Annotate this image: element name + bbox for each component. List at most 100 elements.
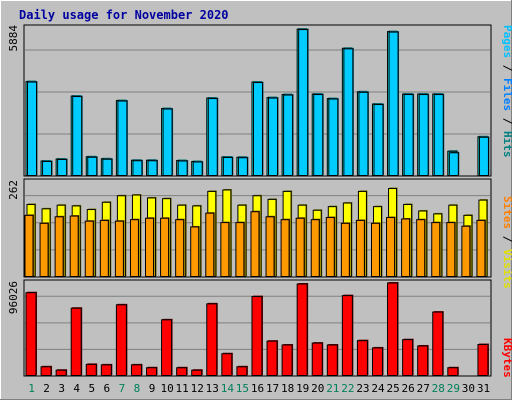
bar-sites-day-30 [461, 225, 471, 278]
legend-files: Files [501, 78, 512, 111]
bar-kbytes-day-8 [130, 364, 142, 377]
bar-sites-day-10 [160, 217, 170, 277]
x-tick-label: 25 [386, 382, 399, 395]
bar-files-day-20 [313, 94, 324, 176]
bar-kbytes-day-18 [281, 344, 293, 376]
x-tick-label: 6 [104, 382, 111, 395]
bar-kbytes-day-9 [146, 367, 158, 376]
x-tick-label: 3 [58, 382, 65, 395]
bar-kbytes-day-29 [447, 367, 459, 376]
x-tick-label: 22 [341, 382, 354, 395]
x-tick-label: 23 [356, 382, 369, 395]
bar-sites-day-24 [370, 222, 380, 277]
x-tick-label: 10 [160, 382, 173, 395]
x-tick-label: 4 [73, 382, 80, 395]
x-tick-label: 16 [251, 382, 264, 395]
bar-sites-day-31 [476, 219, 486, 278]
bar-files-day-15 [237, 157, 248, 176]
bar-sites-day-26 [401, 218, 411, 277]
bar-files-day-5 [87, 156, 98, 176]
bar-files-day-27 [418, 94, 429, 176]
bar-kbytes-day-26 [402, 339, 414, 376]
legend-visits: Visits [501, 249, 512, 289]
bar-kbytes-day-14 [221, 353, 233, 377]
bar-sites-day-13 [205, 212, 215, 278]
x-tick-label: 11 [176, 382, 189, 395]
bar-sites-day-27 [416, 219, 426, 278]
bar-sites-day-6 [99, 219, 109, 278]
panel-visits-sites [23, 178, 492, 278]
bar-kbytes-day-15 [236, 366, 248, 377]
x-tick-label: 31 [477, 382, 490, 395]
bar-kbytes-day-19 [296, 283, 308, 377]
bar-kbytes-day-22 [341, 295, 353, 376]
chart-panels [23, 24, 492, 377]
bar-kbytes-day-7 [115, 304, 127, 377]
bar-files-day-17 [268, 97, 279, 176]
bar-kbytes-day-10 [161, 319, 173, 377]
legend-sites: Sites [501, 196, 512, 229]
bar-kbytes-day-5 [85, 363, 97, 376]
bar-files-day-8 [132, 160, 143, 176]
bar-sites-day-20 [310, 219, 320, 278]
bar-kbytes-day-2 [40, 366, 52, 377]
bar-files-day-7 [117, 100, 128, 176]
bar-kbytes-day-4 [70, 307, 82, 377]
legend-pages: Pages [501, 25, 512, 58]
chart-title: Daily usage for November 2020 [19, 8, 229, 22]
bar-kbytes-day-11 [176, 367, 188, 376]
panel-kbytes [23, 279, 492, 377]
bar-kbytes-day-13 [206, 303, 218, 376]
x-tick-label: 26 [402, 382, 415, 395]
bar-sites-day-12 [190, 226, 200, 278]
bar-sites-day-16 [250, 211, 260, 277]
bar-sites-day-7 [114, 220, 124, 278]
bar-kbytes-day-24 [371, 347, 383, 376]
bar-kbytes-day-31 [477, 344, 489, 376]
bar-files-day-26 [403, 94, 414, 176]
bar-files-day-9 [147, 160, 158, 176]
x-tick-label: 2 [43, 382, 50, 395]
ylabel-max-panel-3: 96026 [7, 281, 20, 314]
bar-kbytes-day-27 [417, 345, 429, 376]
x-axis-labels: 1 2 3 4 5 6 7 8 9 10 11 12 13 14 15 16 17 18 19 20 21 22 23 24 2… [28, 382, 490, 395]
bar-sites-day-15 [235, 222, 245, 277]
bar-files-day-6 [102, 158, 113, 176]
x-tick-label: 30 [462, 382, 475, 395]
x-tick-label: 8 [134, 382, 141, 395]
bar-sites-day-2 [39, 222, 49, 277]
bar-files-day-25 [388, 31, 399, 177]
legend-hits: Hits [501, 131, 512, 158]
x-tick-label: 5 [88, 382, 95, 395]
bar-files-day-4 [72, 96, 83, 176]
bar-sites-day-14 [220, 222, 230, 277]
bar-kbytes-day-23 [356, 340, 368, 377]
bar-files-day-12 [192, 161, 203, 177]
bar-files-day-13 [207, 98, 218, 176]
bar-files-day-19 [298, 29, 309, 176]
bar-kbytes-day-20 [311, 342, 323, 376]
bar-files-day-23 [358, 91, 369, 176]
bar-files-day-14 [222, 157, 233, 176]
bar-sites-day-19 [295, 217, 305, 277]
bar-sites-day-11 [175, 219, 185, 278]
bar-sites-day-8 [129, 219, 139, 278]
bar-sites-day-1 [24, 214, 34, 277]
bar-files-day-16 [252, 82, 263, 176]
bar-kbytes-day-12 [191, 369, 203, 377]
bar-files-day-24 [373, 104, 384, 176]
ylabel-max-panel-1: 5884 [7, 25, 20, 52]
bar-files-day-29 [448, 152, 459, 177]
x-tick-label: 17 [266, 382, 279, 395]
x-tick-label: 15 [236, 382, 249, 395]
bar-sites-day-3 [54, 216, 64, 277]
bar-files-day-28 [433, 94, 444, 176]
bar-sites-day-18 [280, 219, 290, 278]
bar-files-day-31 [478, 136, 489, 176]
x-tick-label: 12 [191, 382, 204, 395]
x-tick-label: 27 [417, 382, 430, 395]
panel-pages-files-hits [23, 24, 492, 177]
legend-panel-2: Sites / Visits [501, 196, 512, 289]
bar-sites-day-4 [69, 215, 79, 277]
